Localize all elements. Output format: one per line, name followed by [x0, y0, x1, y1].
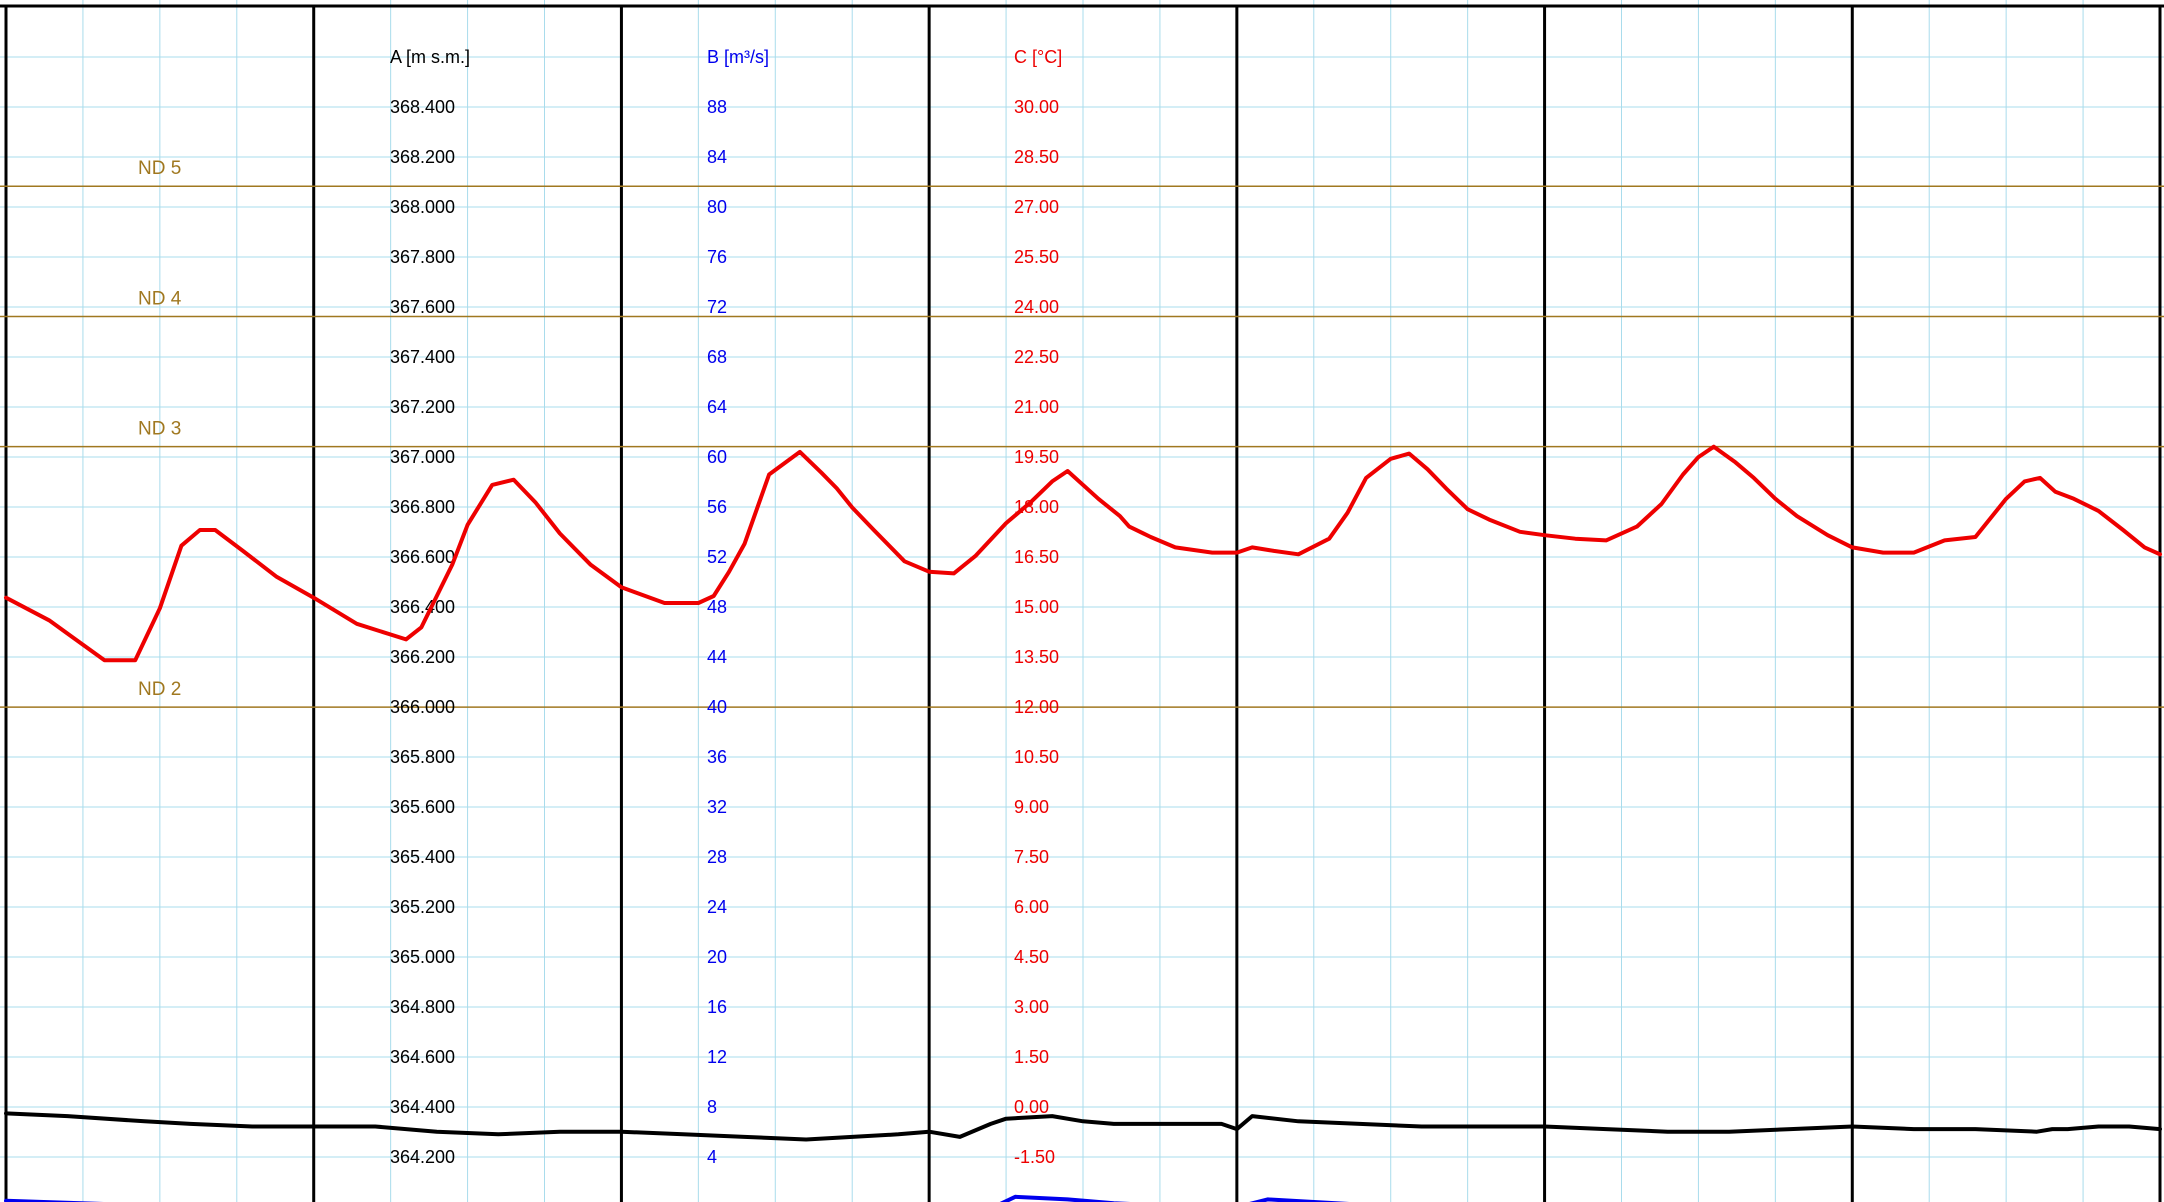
tick-label-c: 4.50: [1014, 947, 1049, 967]
tick-label-b: 80: [707, 197, 727, 217]
tick-label-a: 367.400: [390, 347, 455, 367]
tick-label-a: 367.200: [390, 397, 455, 417]
tick-label-b: 40: [707, 697, 727, 717]
tick-label-c: 21.00: [1014, 397, 1059, 417]
tick-label-b: 20: [707, 947, 727, 967]
tick-label-c: 30.00: [1014, 97, 1059, 117]
reference-label: ND 3: [138, 419, 181, 440]
tick-label-c: 27.00: [1014, 197, 1059, 217]
tick-label-c: 25.50: [1014, 247, 1059, 267]
tick-label-b: 88: [707, 97, 727, 117]
tick-label-b: 56: [707, 497, 727, 517]
tick-label-a: 364.800: [390, 997, 455, 1017]
tick-label-a: 368.400: [390, 97, 455, 117]
tick-label-b: 12: [707, 1047, 727, 1067]
tick-label-b: 28: [707, 847, 727, 867]
tick-label-b: 68: [707, 347, 727, 367]
tick-label-b: 32: [707, 797, 727, 817]
tick-label-a: 366.000: [390, 697, 455, 717]
tick-label-a: 367.600: [390, 297, 455, 317]
tick-label-a: 367.000: [390, 447, 455, 467]
tick-label-a: 366.200: [390, 647, 455, 667]
axis-a-header: A [m s.m.]: [390, 47, 470, 67]
tick-label-b: 52: [707, 547, 727, 567]
series-line-a: [4, 1111, 2162, 1142]
major-grid: [0, 4, 2164, 1202]
axis-c-header: C [°C]: [1014, 47, 1062, 67]
tick-label-b: 84: [707, 147, 727, 167]
tick-label-c: 18.00: [1014, 497, 1059, 517]
tick-label-c: 19.50: [1014, 447, 1059, 467]
tick-label-c: 22.50: [1014, 347, 1059, 367]
tick-label-c: 1.50: [1014, 1047, 1049, 1067]
tick-label-c: 10.50: [1014, 747, 1059, 767]
series-line-c: [4, 444, 2162, 663]
reference-label: ND 4: [138, 288, 182, 309]
tick-label-c: 12.00: [1014, 697, 1059, 717]
axis-b-header: B [m³/s]: [707, 47, 769, 67]
tick-label-b: 72: [707, 297, 727, 317]
tick-label-a: 366.800: [390, 497, 455, 517]
tick-label-a: 366.400: [390, 597, 455, 617]
tick-label-a: 366.600: [390, 547, 455, 567]
tick-label-c: 15.00: [1014, 597, 1059, 617]
tick-label-a: 367.800: [390, 247, 455, 267]
tick-label-c: 0.00: [1014, 1097, 1049, 1117]
tick-labels: 368.400 368.200 368.000 367.800 367.600 367.4…: [390, 97, 1059, 1167]
tick-label-c: 6.00: [1014, 897, 1049, 917]
axis-headers: A [m s.m.] B [m³/s] C [°C]: [390, 47, 1062, 67]
tick-label-b: 4: [707, 1147, 717, 1167]
tick-label-c: 28.50: [1014, 147, 1059, 167]
tick-label-a: 365.000: [390, 947, 455, 967]
reference-label: ND 2: [138, 679, 181, 700]
tick-label-a: 364.200: [390, 1147, 455, 1167]
tick-label-a: 365.400: [390, 847, 455, 867]
tick-label-a: 368.200: [390, 147, 455, 167]
tick-label-b: 16: [707, 997, 727, 1017]
series-lines: [4, 444, 2162, 1202]
tick-label-b: 44: [707, 647, 727, 667]
reference-lines: ND 5 ND 4 ND 3 ND 2: [0, 158, 2164, 708]
tick-label-b: 8: [707, 1097, 717, 1117]
tick-label-a: 365.200: [390, 897, 455, 917]
tick-label-c: 3.00: [1014, 997, 1049, 1017]
tick-label-c: 9.00: [1014, 797, 1049, 817]
tick-label-b: 76: [707, 247, 727, 267]
tick-label-c: 24.00: [1014, 297, 1059, 317]
tick-label-a: 365.600: [390, 797, 455, 817]
tick-label-b: 60: [707, 447, 727, 467]
tick-label-a: 365.800: [390, 747, 455, 767]
tick-label-a: 364.600: [390, 1047, 455, 1067]
tick-label-b: 36: [707, 747, 727, 767]
tick-label-c: -1.50: [1014, 1147, 1055, 1167]
tick-label-c: 7.50: [1014, 847, 1049, 867]
tick-label-b: 64: [707, 397, 727, 417]
tick-label-a: 364.400: [390, 1097, 455, 1117]
tick-label-b: 24: [707, 897, 727, 917]
tick-label-c: 13.50: [1014, 647, 1059, 667]
tick-label-c: 16.50: [1014, 547, 1059, 567]
reference-label: ND 5: [138, 158, 181, 179]
tick-label-a: 368.000: [390, 197, 455, 217]
tick-label-b: 48: [707, 597, 727, 617]
